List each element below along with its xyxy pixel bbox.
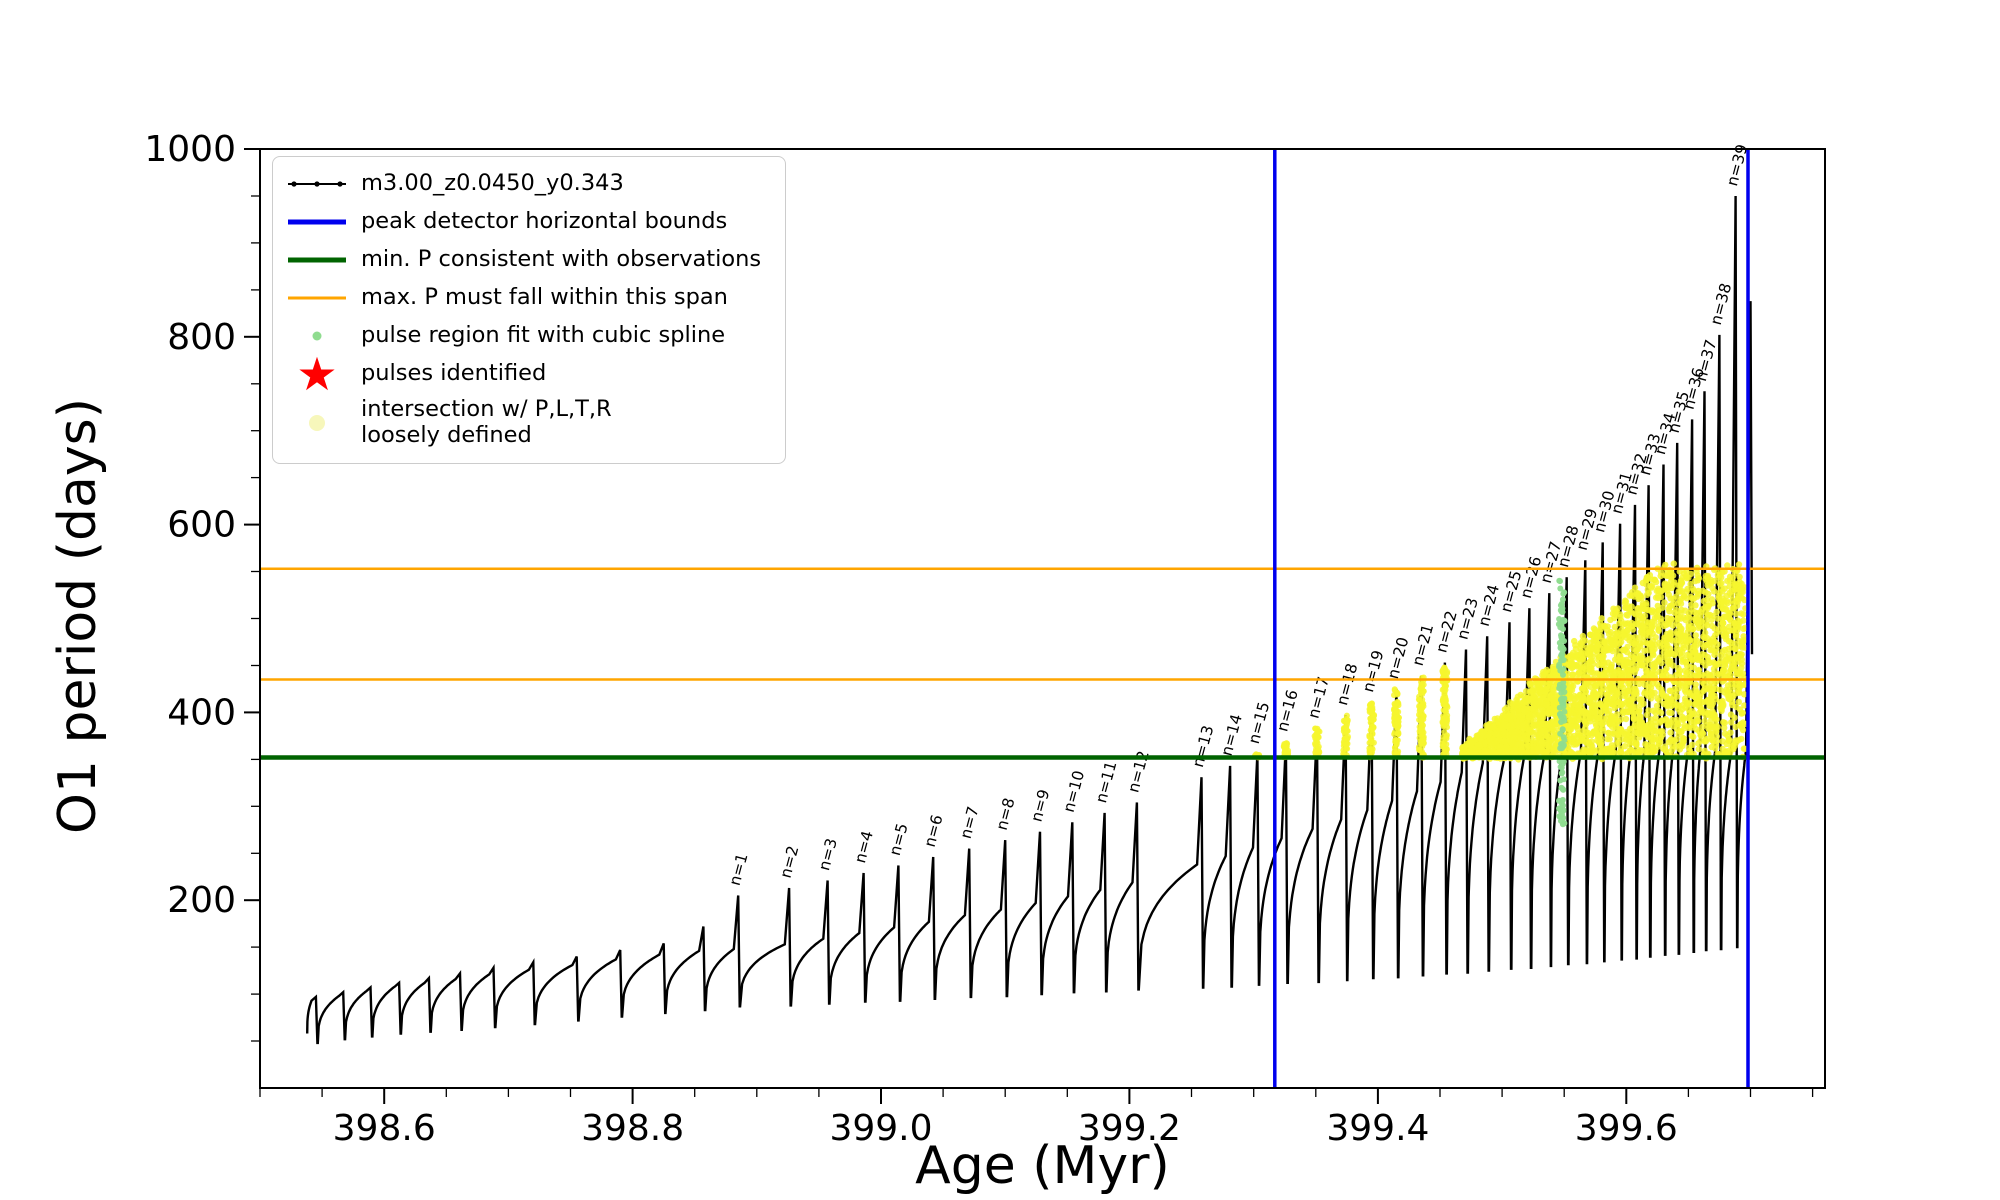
red-star-icon: ★ — [296, 347, 338, 401]
yellow-dot-icon — [285, 408, 349, 438]
svg-text:399.2: 399.2 — [1078, 1108, 1181, 1149]
svg-text:n=14: n=14 — [1218, 712, 1246, 758]
legend-item-max-p-span: max. P must fall within this span — [285, 283, 761, 313]
orange-line-icon — [285, 283, 349, 313]
svg-text:399.4: 399.4 — [1326, 1108, 1429, 1149]
svg-text:n=19: n=19 — [1359, 648, 1387, 694]
svg-text:n=1: n=1 — [726, 851, 752, 887]
legend-label: peak detector horizontal bounds — [361, 208, 728, 235]
svg-text:n=13: n=13 — [1189, 723, 1217, 769]
axes: 398.6 398.8 399.0 399.2 399.4 399.6 200 400 600 8… — [144, 129, 1826, 1149]
svg-text:398.8: 398.8 — [581, 1108, 684, 1149]
legend-label: max. P must fall within this span — [361, 284, 728, 311]
svg-text:n=37: n=37 — [1692, 338, 1720, 384]
svg-text:n=11: n=11 — [1092, 759, 1120, 805]
spline-fit-scatter — [1555, 577, 1568, 828]
blue-line-icon — [285, 207, 349, 237]
legend-item-peak-bounds: peak detector horizontal bounds — [285, 207, 761, 237]
pulse-labels: n=1 n=2 n=3 n=4 n=5 n=6 n=7 n=8 n=9 n=10 n=11 n=12n… — [726, 142, 1752, 887]
svg-text:n=8: n=8 — [993, 796, 1019, 832]
green-line-icon — [285, 245, 349, 275]
legend-item-series: m3.00_z0.0450_y0.343 — [285, 169, 761, 199]
legend-label: pulses identified — [361, 360, 547, 387]
svg-text:399.0: 399.0 — [829, 1108, 932, 1149]
svg-text:n=9: n=9 — [1027, 788, 1053, 824]
legend-label: min. P consistent with observations — [361, 246, 762, 273]
svg-text:1000: 1000 — [144, 129, 236, 170]
threshold-hlines — [260, 567, 1825, 760]
svg-text:800: 800 — [167, 317, 236, 358]
svg-text:n=38: n=38 — [1707, 281, 1735, 327]
svg-text:399.6: 399.6 — [1575, 1108, 1678, 1149]
legend: m3.00_z0.0450_y0.343 peak detector horiz… — [272, 156, 787, 464]
intersection-spike-clusters — [1251, 664, 1451, 761]
svg-text:n=10: n=10 — [1060, 769, 1088, 815]
svg-text:400: 400 — [167, 692, 236, 733]
svg-text:n=2: n=2 — [777, 844, 803, 880]
svg-text:600: 600 — [167, 505, 236, 546]
svg-text:n=20: n=20 — [1384, 635, 1412, 681]
legend-item-intersection: intersection w/ P,L,T,R loosely defined — [285, 396, 761, 449]
svg-text:n=6: n=6 — [921, 813, 947, 849]
legend-label: intersection w/ P,L,T,R loosely defined — [361, 396, 612, 448]
svg-text:n=4: n=4 — [851, 829, 877, 865]
legend-item-min-p: min. P consistent with observations — [285, 245, 761, 275]
svg-text:n=7: n=7 — [957, 804, 983, 840]
legend-label: pulse region fit with cubic spline — [361, 322, 726, 349]
x-axis-label: Age (Myr) — [915, 1136, 1170, 1196]
legend-item-spline-fit: pulse region fit with cubic spline — [285, 321, 761, 351]
svg-text:398.6: 398.6 — [333, 1108, 436, 1149]
green-dot-icon — [285, 321, 349, 351]
svg-text:n=15: n=15 — [1245, 700, 1273, 746]
data-series — [306, 195, 1754, 1045]
svg-text:n=5: n=5 — [886, 821, 912, 857]
svg-text:n=3: n=3 — [815, 836, 841, 872]
peak-detector-vlines — [1273, 149, 1750, 1088]
svg-text:n=17: n=17 — [1304, 675, 1332, 721]
svg-text:n=16: n=16 — [1273, 688, 1301, 734]
series-line-icon — [285, 169, 349, 199]
svg-text:n=18: n=18 — [1333, 661, 1361, 707]
legend-label: m3.00_z0.0450_y0.343 — [361, 170, 624, 197]
svg-text:200: 200 — [167, 880, 236, 921]
legend-item-pulses: ★ pulses identified — [285, 347, 761, 401]
y-axis-label: O1 period (days) — [48, 397, 108, 835]
